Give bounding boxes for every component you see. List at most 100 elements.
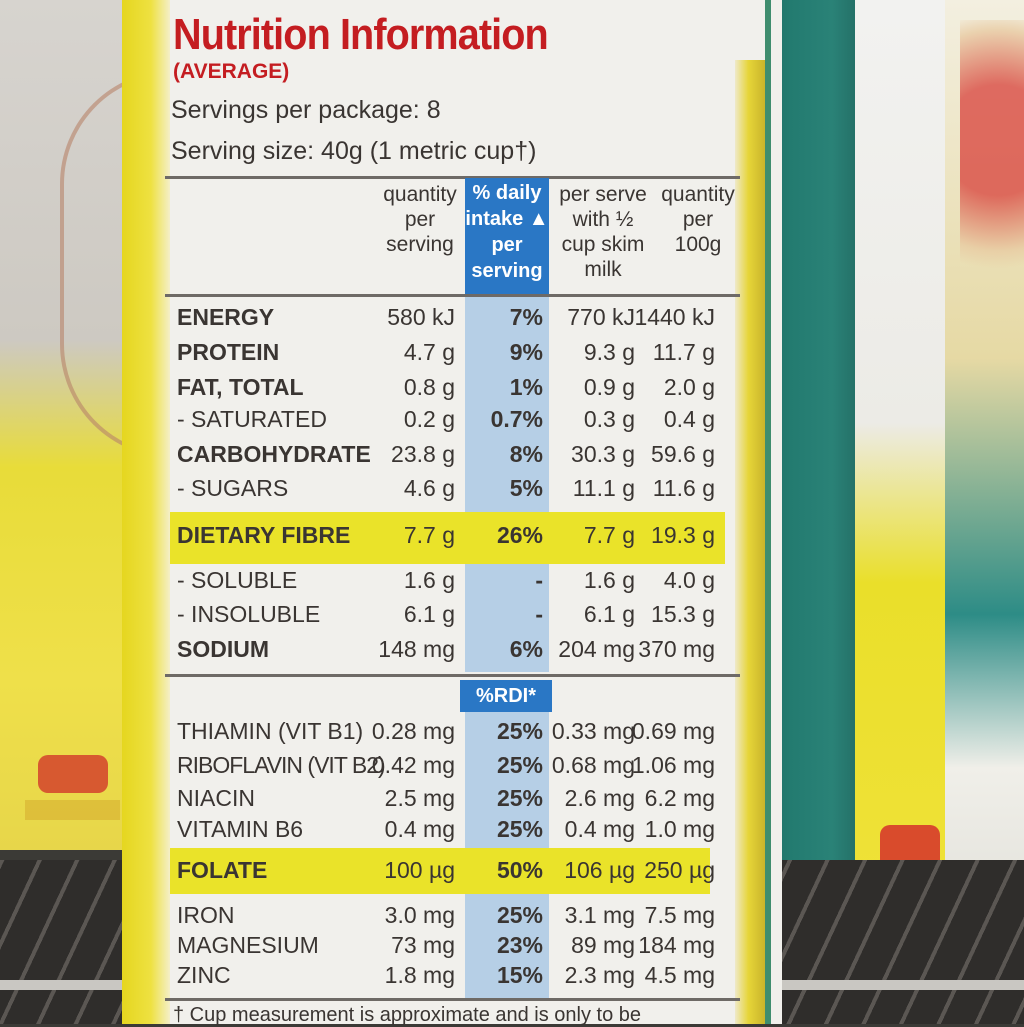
qty-per-100g: 1.06 mg [631,752,715,778]
table-row: NIACIN 2.5 mg 25% 2.6 mg 6.2 mg [165,785,745,817]
rdi-pct: 25% [496,816,543,842]
qty-per-serving: 2.5 mg [384,785,455,811]
qty-per-serving: 580 kJ [387,304,455,330]
folate-highlight [170,848,710,894]
qty-per-100g: 6.2 mg [644,785,715,811]
qty-per-serving: 7.7 g [403,522,455,548]
qty-per-serving: 100 µg [384,857,455,883]
dietary-fibre-highlight [170,512,725,564]
box-yellow-edge-left [122,0,170,1024]
nutrition-subtitle: (AVERAGE) [173,60,290,83]
nutrient-name: - SATURATED [177,406,327,432]
qty-per-100g: 7.5 mg [644,902,715,928]
table-row: ZINC 1.8 mg 15% 2.3 mg 4.5 mg [165,962,745,994]
per-serve-with-milk: 0.3 g [583,406,635,432]
qty-per-100g: 4.0 g [663,567,715,593]
nutrient-name: MAGNESIUM [177,932,319,958]
rdi-heading: %RDI* [460,680,552,712]
daily-intake-pct: 8% [509,441,543,467]
table-row: - SATURATED 0.2 g 0.7% 0.3 g 0.4 g [165,406,745,438]
nutrient-name: IRON [177,902,235,928]
qty-per-100g: 184 mg [638,932,715,958]
daily-intake-pct: 0.7% [490,406,543,432]
qty-per-serving: 1.6 g [403,567,455,593]
qty-per-100g: 4.5 mg [644,962,715,988]
table-bottom-rule [165,998,740,1001]
col-head-text: with ½ [572,208,634,231]
rdi-pct: 15% [496,962,543,988]
rdi-pct: 23% [496,932,543,958]
daily-intake-pct: 6% [509,636,543,662]
col-head-text: % daily [472,182,542,204]
per-serve-with-milk: 9.3 g [583,339,635,365]
table-row: FAT, TOTAL 0.8 g 1% 0.9 g 2.0 g [165,374,745,406]
qty-per-100g: 370 mg [638,636,715,662]
per-serve-with-milk: 106 µg [564,857,635,883]
col-head-text: quantity [383,183,457,206]
col-head-daily-intake: % daily intake ▲ per serving [465,178,549,294]
col-head-text: milk [584,258,622,281]
per-serve-with-milk: 2.3 mg [564,962,635,988]
per-serve-with-milk: 0.33 mg [551,718,635,744]
table-row: - SOLUBLE 1.6 g - 1.6 g 4.0 g [165,567,745,599]
header-rule [165,294,740,297]
table-row: THIAMIN (VIT B1) 0.28 mg 25% 0.33 mg 0.6… [165,718,745,750]
col-head-with-milk: per serve with ½ cup skim milk [553,182,653,282]
qty-per-100g: 19.3 g [651,522,715,548]
qty-per-100g: 1440 kJ [634,304,715,330]
per-serve-with-milk: 6.1 g [583,601,635,627]
qty-per-100g: 250 µg [644,857,715,883]
nutrient-name: - SUGARS [177,475,289,501]
col-head-text: 100g [674,233,722,256]
col-head-text: per [682,208,714,231]
rdi-pct: 25% [496,902,543,928]
qty-per-serving: 0.42 mg [371,752,455,778]
daily-intake-pct: - [535,601,543,627]
nutrient-name: RIBOFLAVIN (VIT B2) [177,752,386,778]
table-row: CARBOHYDRATE 23.8 g 8% 30.3 g 59.6 g [165,441,745,473]
nutrient-name: NIACIN [177,785,255,811]
nutrient-name: THIAMIN (VIT B1) [177,718,364,744]
per-serve-with-milk: 7.7 g [583,522,635,548]
qty-per-serving: 148 mg [378,636,455,662]
nutrient-name: PROTEIN [177,339,280,365]
section-rule [165,674,740,677]
qty-per-100g: 11.7 g [652,339,715,365]
qty-per-100g: 0.4 g [663,406,715,432]
table-row: PROTEIN 4.7 g 9% 9.3 g 11.7 g [165,339,745,371]
nutrient-name: - SOLUBLE [177,567,298,593]
col-head-text: cup skim [561,233,645,256]
table-row: SODIUM 148 mg 6% 204 mg 370 mg [165,636,745,668]
rdi-pct: 50% [496,857,543,883]
footnote: † Cup measurement is approximate and is … [173,1004,642,1026]
qty-per-100g: 59.6 g [651,441,715,467]
table-top-rule [165,176,740,179]
serving-size: Serving size: 40g (1 metric cup†) [171,137,537,165]
box-edge-line [765,0,771,1024]
col-head-text: intake ▲ [465,208,549,230]
per-serve-with-milk: 0.9 g [583,374,635,400]
table-row: VITAMIN B6 0.4 mg 25% 0.4 mg 1.0 mg [165,816,745,848]
qty-per-serving: 3.0 mg [384,902,455,928]
qty-per-serving: 4.7 g [403,339,455,365]
daily-intake-pct: 5% [509,475,543,501]
qty-per-serving: 4.6 g [403,475,455,501]
rdi-pct: 25% [496,785,543,811]
nutrient-name: CARBOHYDRATE [177,441,371,467]
qty-per-serving: 0.2 g [403,406,455,432]
nutrient-name: FAT, TOTAL [177,374,304,400]
table-row: FOLATE 100 µg 50% 106 µg 250 µg [165,857,745,889]
rdi-pct: 25% [496,718,543,744]
daily-intake-pct: 7% [509,304,543,330]
table-row: - INSOLUBLE 6.1 g - 6.1 g 15.3 g [165,601,745,633]
qty-per-serving: 6.1 g [403,601,455,627]
servings-per-package: Servings per package: 8 [171,96,441,124]
per-serve-with-milk: 3.1 mg [564,902,635,928]
nutrient-name: FOLATE [177,857,268,883]
per-serve-with-milk: 11.1 g [572,475,635,501]
table-row: DIETARY FIBRE 7.7 g 26% 7.7 g 19.3 g [165,522,745,554]
col-head-text: per [491,234,523,256]
nutrient-name: DIETARY FIBRE [177,522,351,548]
col-head-qty-serving: quantity per serving [375,182,465,257]
daily-intake-pct: 9% [509,339,543,365]
